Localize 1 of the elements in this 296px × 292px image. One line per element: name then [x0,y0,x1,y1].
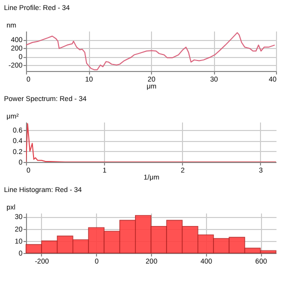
line-series [26,123,276,162]
